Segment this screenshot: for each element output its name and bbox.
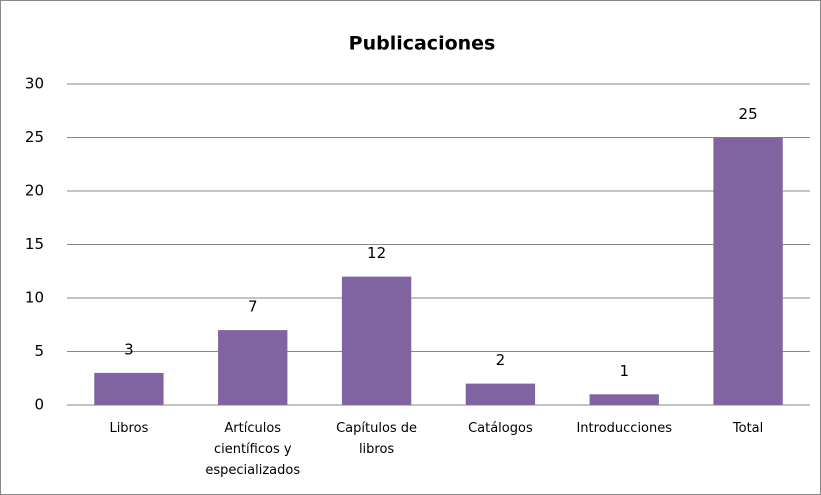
y-tick-label: 20 [25, 182, 44, 200]
y-tick-label: 10 [25, 289, 44, 307]
bar [341, 276, 412, 405]
y-tick-label: 30 [25, 75, 44, 93]
data-label: 2 [496, 351, 506, 369]
y-tick-label: 15 [25, 235, 44, 253]
data-label: 12 [367, 244, 386, 262]
x-tick-label: Catálogos [468, 421, 533, 436]
bar [94, 372, 164, 405]
bar [713, 137, 783, 405]
y-tick-label: 5 [34, 342, 44, 360]
x-tick-label: Total [732, 421, 764, 436]
bar [589, 394, 659, 405]
data-label: 7 [248, 298, 258, 316]
x-tick-label: Introducciones [576, 421, 673, 436]
bar [218, 330, 288, 405]
y-tick-label: 0 [34, 396, 44, 414]
data-label: 25 [739, 105, 758, 123]
y-tick-label: 25 [25, 128, 44, 146]
x-tick-label: Capítulos de libros [336, 421, 418, 457]
data-label: 3 [124, 340, 134, 358]
x-tick-label: Libros [109, 421, 149, 436]
x-tick-label: Artículos científicos y especializados [205, 421, 301, 478]
chart-title: Publicaciones [349, 33, 496, 55]
bar [465, 383, 536, 405]
data-label: 1 [619, 362, 629, 380]
